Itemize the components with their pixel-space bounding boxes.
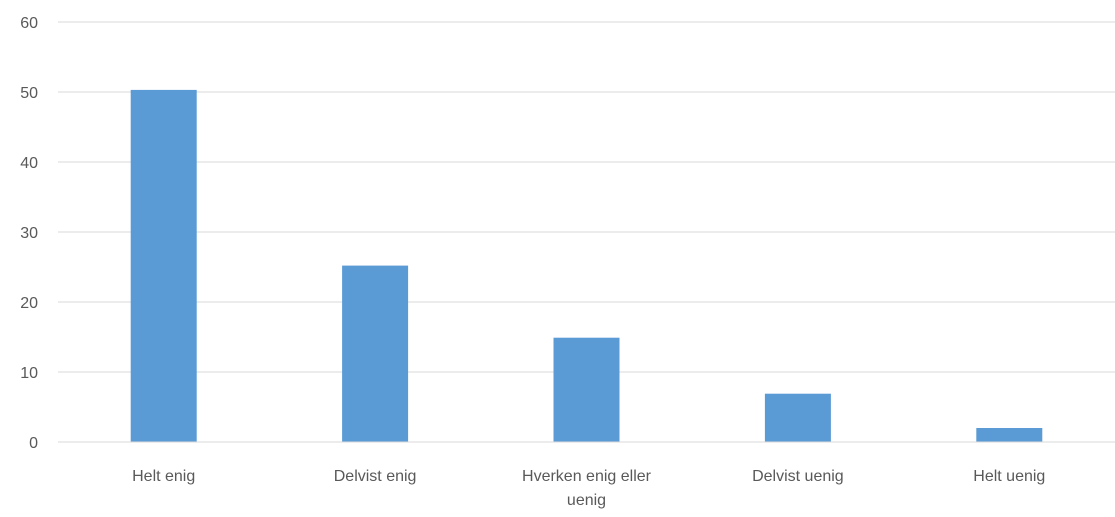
bar [342, 265, 409, 442]
x-category-label: Delvist uenig [752, 468, 844, 485]
bar [976, 428, 1043, 442]
x-category-label: Delvist enig [334, 468, 417, 485]
bar [553, 337, 620, 442]
x-axis-category-labels: Helt enig Delvist enig Hverken enig eller u… [132, 468, 1045, 509]
y-tick-label: 30 [20, 225, 38, 242]
bars [130, 89, 1043, 443]
x-category-label: Helt enig [132, 468, 195, 485]
y-tick-label: 40 [20, 155, 38, 172]
y-tick-label: 20 [20, 295, 38, 312]
y-tick-label: 0 [29, 435, 38, 452]
x-category-label: Hverken enig eller [522, 468, 652, 485]
x-category-label: uenig [567, 492, 606, 509]
bar [764, 393, 831, 442]
y-tick-label: 10 [20, 365, 38, 382]
y-axis-tick-labels: 0 10 20 30 40 50 60 [20, 15, 38, 452]
gridlines [58, 21, 1115, 373]
y-tick-label: 60 [20, 15, 38, 32]
bar [130, 89, 197, 443]
y-tick-label: 50 [20, 85, 38, 102]
x-category-label: Helt uenig [973, 468, 1045, 485]
